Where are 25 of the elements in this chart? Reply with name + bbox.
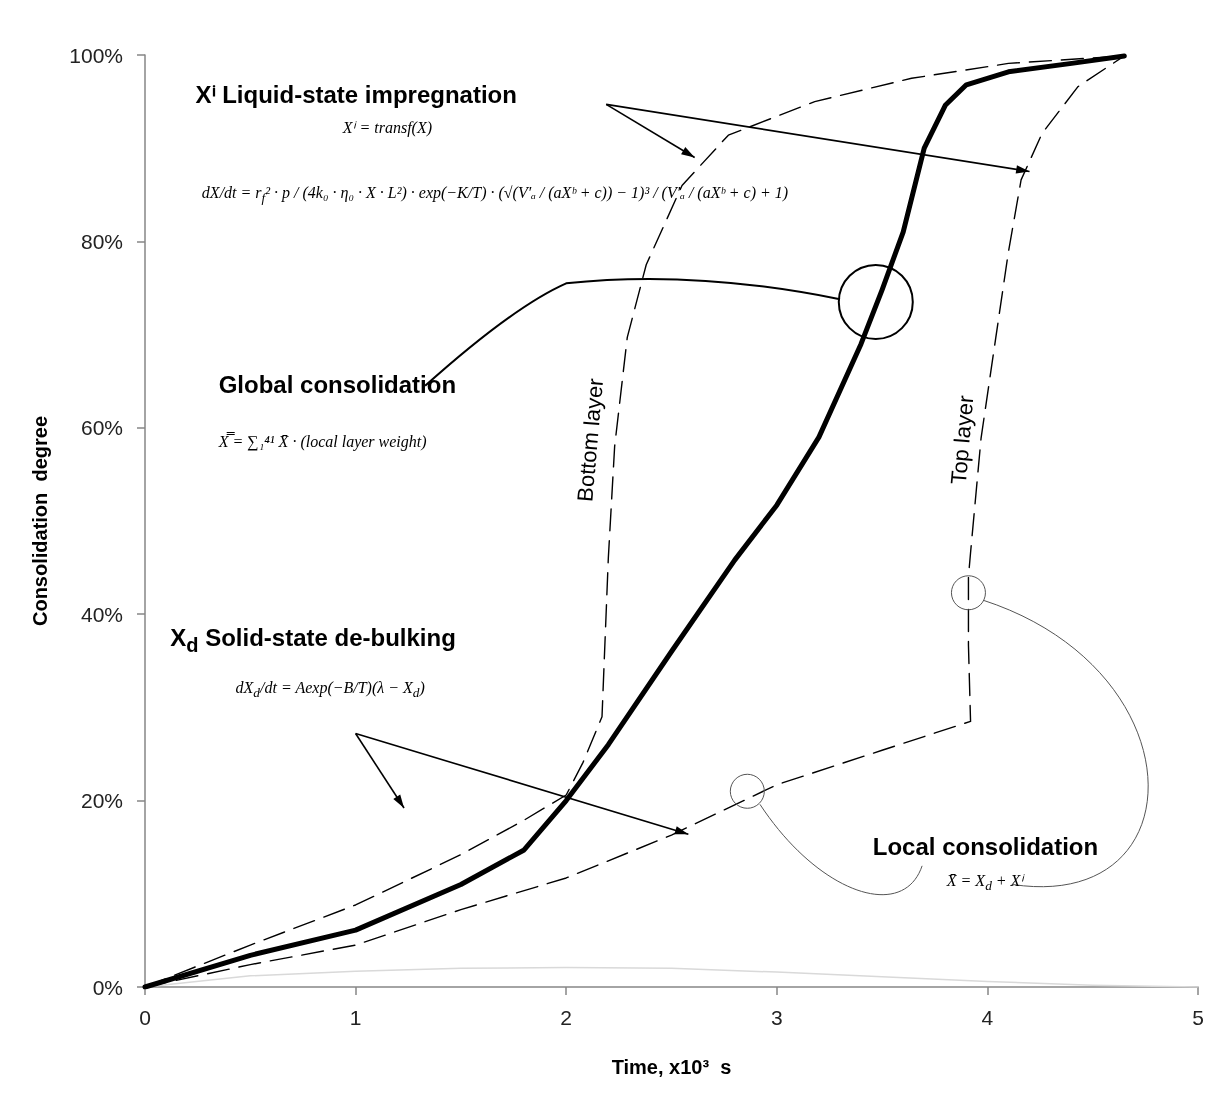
y-tick-label: 100% bbox=[69, 43, 123, 67]
annotation: X̄ = X$_{d}$ + Xⁱ bbox=[946, 871, 1024, 895]
x-tick-label: 0 bbox=[139, 1006, 151, 1029]
y-tick-label: 40% bbox=[80, 602, 123, 626]
x-axis-title: Time, x10³ s bbox=[611, 1056, 732, 1078]
y-tick-label: 60% bbox=[80, 416, 123, 440]
annotation: Global consolidation bbox=[218, 370, 457, 399]
y-tick-label: 80% bbox=[80, 229, 123, 253]
y-tick-label: 0% bbox=[92, 975, 123, 999]
x-tick-label: 2 bbox=[560, 1006, 573, 1029]
annotation: X̿ = ∑₁⁴¹ X̄ · (local layer weight) bbox=[218, 432, 427, 451]
annotation: Xⁱ = transf(X) bbox=[342, 117, 433, 138]
annotation: Xⁱ Liquid-state impregnation bbox=[195, 79, 517, 110]
x-tick-label: 5 bbox=[1192, 1006, 1204, 1029]
annotation: Local consolidation bbox=[872, 833, 1099, 862]
text: Bottom layer bbox=[572, 377, 610, 503]
annotation: X$_{d}$ Solid-state de-bulking bbox=[170, 623, 456, 657]
y-axis-title: Consolidation degree bbox=[29, 415, 51, 627]
annotation: dX/dt = r$_{f}$² · p / (4k₀ · η₀ · X · L²) · exp(−K/T) · (√(V′ₐ / (aXᵇ + c)) − 1)³ / (V′ₐ / (aXᵇ + c) + 1) bbox=[201, 183, 789, 206]
annotation: dX$_{d}$/dt = Aexp(−B/T)(λ − X$_{d}$) bbox=[235, 678, 425, 701]
x-tick-label: 1 bbox=[349, 1006, 362, 1029]
x-tick-label: 4 bbox=[981, 1006, 994, 1029]
y-tick-label: 20% bbox=[80, 789, 123, 813]
x-tick-label: 3 bbox=[770, 1006, 783, 1029]
text: Top layer bbox=[945, 394, 980, 486]
